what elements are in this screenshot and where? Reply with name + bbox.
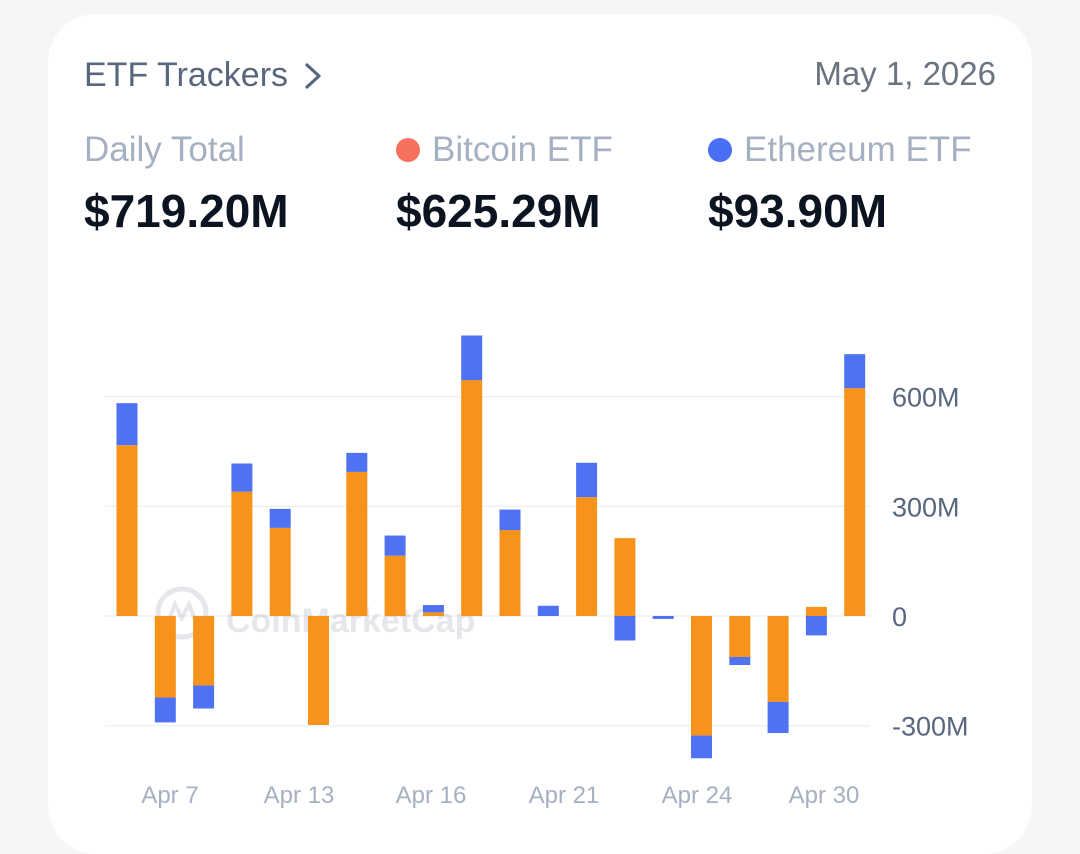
ethereum-etf-bar[interactable] [422, 605, 444, 613]
chevron-right-icon [305, 62, 321, 89]
ethereum-etf-bar[interactable] [576, 462, 598, 498]
y-tick-label: -300M [892, 712, 969, 742]
x-tick-label: Apr 24 [662, 782, 733, 809]
bitcoin-etf-bar[interactable] [729, 616, 751, 657]
bitcoin-etf-value: $625.29M [396, 185, 601, 237]
bitcoin-etf-bar[interactable] [691, 616, 712, 736]
bitcoin-etf-bar[interactable] [154, 616, 176, 698]
bitcoin-etf-bar[interactable] [461, 380, 483, 616]
bitcoin-etf-bar[interactable] [576, 497, 598, 616]
bitcoin-etf-bar[interactable] [805, 606, 827, 616]
ethereum-etf-bar[interactable] [767, 701, 789, 734]
ethereum-etf-bar[interactable] [231, 463, 253, 492]
ethereum-legend-dot [708, 138, 732, 162]
bitcoin-legend-dot [396, 138, 420, 162]
x-tick-label: Apr 16 [396, 782, 467, 809]
daily-total-label: Daily Total [84, 130, 245, 169]
ethereum-etf-bar[interactable] [461, 335, 483, 381]
ethereum-etf-bar[interactable] [384, 535, 406, 556]
ethereum-etf-bar[interactable] [844, 354, 866, 389]
daily-total-stat: Daily Total $719.20M [84, 130, 289, 238]
ethereum-etf-bar[interactable] [537, 605, 559, 616]
etf-trackers-title: ETF Trackers [84, 56, 289, 94]
bitcoin-etf-bar[interactable] [231, 491, 253, 616]
coinmarketcap-logo-icon [155, 586, 209, 640]
y-tick-label: 300M [892, 492, 960, 522]
coinmarketcap-watermark: CoinMarketCap [155, 586, 475, 640]
bitcoin-etf-bar[interactable] [767, 616, 789, 702]
x-tick-label: Apr 13 [264, 782, 335, 809]
x-tick-label: Apr 21 [529, 782, 600, 809]
bitcoin-etf-bar[interactable] [499, 530, 521, 616]
etf-flow-chart[interactable]: 600M 300M 0 -300M CoinMarketCap Apr 7 Apr 13 Ap… [0, 0, 1080, 814]
bitcoin-etf-bar[interactable] [193, 616, 215, 686]
ethereum-etf-value: $93.90M [708, 185, 888, 237]
bitcoin-etf-bar[interactable] [308, 616, 329, 725]
y-tick-label: 600M [892, 383, 960, 413]
bitcoin-etf-label: Bitcoin ETF [432, 130, 613, 169]
ethereum-etf-bar[interactable] [269, 508, 291, 528]
bitcoin-etf-bar[interactable] [384, 555, 406, 616]
ethereum-etf-bar[interactable] [691, 735, 712, 759]
x-tick-label: Apr 7 [141, 782, 198, 809]
bitcoin-etf-bar[interactable] [614, 538, 636, 616]
bitcoin-etf-bar[interactable] [269, 527, 291, 616]
bitcoin-etf-bar[interactable] [346, 471, 368, 616]
coinmarketcap-logo-mark [166, 599, 198, 623]
etf-card [48, 14, 1032, 854]
ethereum-etf-label: Ethereum ETF [744, 130, 972, 169]
ethereum-etf-bar[interactable] [729, 656, 751, 666]
bitcoin-etf-bar[interactable] [844, 388, 866, 616]
ethereum-etf-bar[interactable] [154, 697, 176, 723]
ethereum-etf-bar[interactable] [116, 403, 138, 446]
etf-trackers-link[interactable]: ETF Trackers [84, 56, 324, 95]
y-tick-label: 0 [892, 602, 907, 632]
bitcoin-etf-stat: Bitcoin ETF $625.29M [396, 130, 613, 238]
bitcoin-etf-bar[interactable] [422, 612, 444, 616]
ethereum-etf-bar[interactable] [652, 616, 674, 619]
ethereum-etf-bar[interactable] [614, 616, 636, 641]
ethereum-etf-bar[interactable] [193, 685, 215, 709]
ethereum-etf-bar[interactable] [805, 616, 827, 636]
bitcoin-etf-bar[interactable] [116, 445, 138, 616]
x-tick-label: Apr 30 [789, 782, 860, 809]
report-date: May 1, 2026 [814, 55, 996, 92]
daily-total-value: $719.20M [84, 185, 289, 237]
ethereum-etf-bar[interactable] [499, 509, 521, 531]
ethereum-etf-stat: Ethereum ETF $93.90M [708, 130, 972, 238]
ethereum-etf-bar[interactable] [346, 452, 368, 472]
